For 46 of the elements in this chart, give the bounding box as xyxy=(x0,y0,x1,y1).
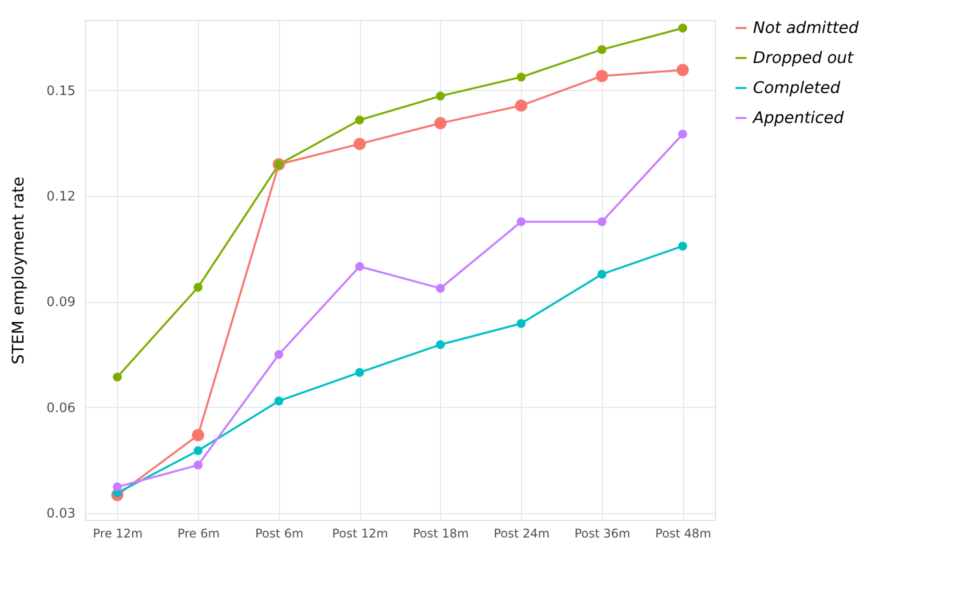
x-tick-label: Post 18m xyxy=(412,526,469,540)
point xyxy=(515,99,528,112)
legend-label: Dropped out xyxy=(753,48,854,67)
point xyxy=(112,482,122,492)
point xyxy=(274,396,284,406)
x-tick-label: Pre 6m xyxy=(177,526,220,540)
point xyxy=(192,429,204,442)
point xyxy=(678,24,688,33)
y-tick-label: 0.09 xyxy=(46,295,76,310)
legend-label: Not admitted xyxy=(753,18,860,37)
point xyxy=(194,282,203,292)
point xyxy=(355,368,364,377)
legend-label: Appenticed xyxy=(752,108,845,127)
x-tick-label: Post 12m xyxy=(332,526,388,540)
point xyxy=(597,217,606,226)
point xyxy=(355,116,364,124)
y-tick-label: 0.06 xyxy=(46,400,76,416)
legend-label: Completed xyxy=(753,78,842,97)
y-tick-label: 0.03 xyxy=(46,506,76,522)
point xyxy=(353,138,366,150)
point xyxy=(436,92,445,101)
point xyxy=(597,45,606,54)
y-axis-title: STEM employment rate xyxy=(8,176,28,364)
point xyxy=(355,262,364,271)
point xyxy=(194,446,203,456)
x-tick-label: Post 6m xyxy=(255,526,304,540)
x-tick-label: Post 48m xyxy=(655,526,712,540)
x-tick-label: Post 36m xyxy=(574,526,630,540)
point xyxy=(516,72,526,82)
x-tick-label: Post 24m xyxy=(494,526,550,540)
x-tick-label: Pre 12m xyxy=(92,526,143,540)
point xyxy=(516,217,526,226)
point xyxy=(596,70,608,82)
point xyxy=(434,117,447,130)
point xyxy=(678,242,688,251)
y-tick-label: 0.12 xyxy=(46,190,76,205)
point xyxy=(194,460,203,470)
point xyxy=(274,350,284,359)
point xyxy=(516,319,526,328)
y-tick-label: 0.15 xyxy=(46,84,76,99)
point xyxy=(436,284,445,293)
point xyxy=(597,270,606,279)
point xyxy=(678,130,688,139)
point xyxy=(676,64,689,76)
point xyxy=(112,372,122,382)
point xyxy=(436,340,445,350)
